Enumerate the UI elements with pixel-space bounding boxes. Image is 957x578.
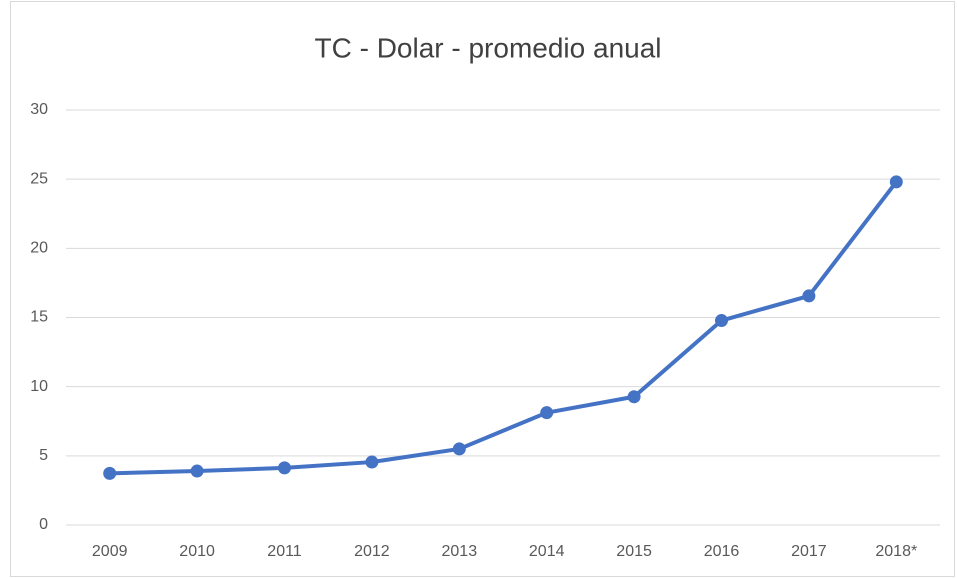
- x-tick-label: 2013: [442, 543, 478, 560]
- marker: [627, 390, 641, 404]
- x-tick-label: 2016: [704, 543, 740, 560]
- y-tick-label: 5: [39, 447, 48, 464]
- x-tick-label: 2009: [92, 543, 128, 560]
- y-tick-label: 0: [39, 516, 48, 533]
- line: [109, 180, 898, 476]
- marker: [802, 289, 816, 303]
- chart-title: TC - Dolar - promedio anual: [314, 32, 661, 63]
- y-tick-label: 10: [30, 378, 48, 395]
- marker: [715, 314, 728, 328]
- y-tick-label: 20: [30, 240, 48, 257]
- marker: [103, 466, 117, 480]
- y-tick-label: 15: [30, 309, 48, 326]
- x-tick-label: 2014: [529, 543, 565, 560]
- chart-border: [10, 1, 955, 577]
- x-tick-label: 2017: [791, 543, 827, 560]
- marker: [365, 455, 379, 469]
- marker: [190, 464, 204, 478]
- y-tick-label: 30: [30, 101, 48, 118]
- y-tick-label: 25: [30, 170, 48, 187]
- marker: [452, 442, 466, 456]
- x-tick-label: 2018*: [875, 543, 917, 560]
- marker: [278, 461, 291, 475]
- x-tick-label: 2011: [267, 543, 302, 560]
- x-tick-label: 2015: [616, 543, 652, 560]
- x-tick-label: 2010: [179, 543, 215, 560]
- x-tick-label: 2012: [354, 543, 390, 560]
- marker: [889, 175, 903, 189]
- marker: [540, 406, 554, 420]
